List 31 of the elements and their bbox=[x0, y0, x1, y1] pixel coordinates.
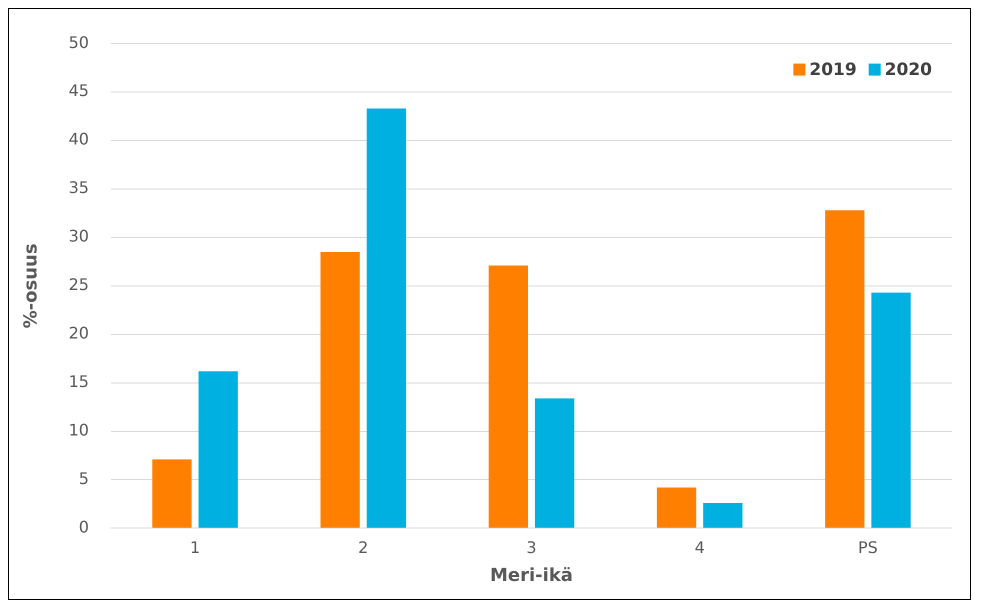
bar bbox=[152, 459, 192, 528]
y-tick-label: 0 bbox=[78, 517, 89, 536]
y-tick-label: 20 bbox=[68, 324, 89, 343]
y-tick-label: 45 bbox=[68, 81, 89, 100]
x-tick-label: 4 bbox=[694, 538, 705, 557]
bar bbox=[703, 503, 742, 528]
bar bbox=[198, 371, 238, 528]
legend-label: 2020 bbox=[884, 60, 932, 80]
x-tick-label: 2 bbox=[358, 538, 368, 557]
y-tick-label: 5 bbox=[78, 468, 89, 488]
y-axis-title: %-osuus bbox=[20, 243, 42, 328]
bar bbox=[656, 487, 696, 528]
bar bbox=[825, 210, 864, 528]
y-tick-label: 35 bbox=[68, 178, 89, 198]
bar bbox=[488, 266, 528, 528]
bar bbox=[320, 252, 360, 528]
x-tick-label: PS bbox=[858, 538, 878, 557]
x-axis-title: Meri-ikä bbox=[490, 564, 573, 586]
y-tick-label: 40 bbox=[68, 130, 89, 149]
y-tick-label: 30 bbox=[68, 226, 89, 246]
legend-label: 2019 bbox=[809, 60, 857, 80]
x-tick-label: 1 bbox=[190, 538, 200, 557]
y-tick-label: 10 bbox=[68, 420, 89, 440]
bar bbox=[366, 108, 406, 528]
y-tick-label: 15 bbox=[68, 372, 89, 391]
x-tick-label: 3 bbox=[526, 538, 537, 557]
y-tick-label: 50 bbox=[68, 32, 89, 52]
frame: Meri-ikä %-osuus 1 2 3 4 PS 0 5 10 15 20 25 30 35 40 45 50 2019 2020 bbox=[8, 8, 971, 600]
y-tick-label: 25 bbox=[68, 275, 89, 294]
bar bbox=[871, 292, 911, 528]
bar bbox=[534, 398, 574, 528]
